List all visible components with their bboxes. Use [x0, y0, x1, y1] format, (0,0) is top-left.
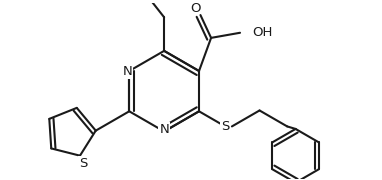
Text: N: N [159, 123, 169, 136]
Text: O: O [190, 2, 201, 15]
Text: N: N [123, 64, 133, 78]
Text: S: S [221, 120, 230, 133]
Text: S: S [79, 157, 87, 170]
Text: OH: OH [252, 26, 272, 39]
